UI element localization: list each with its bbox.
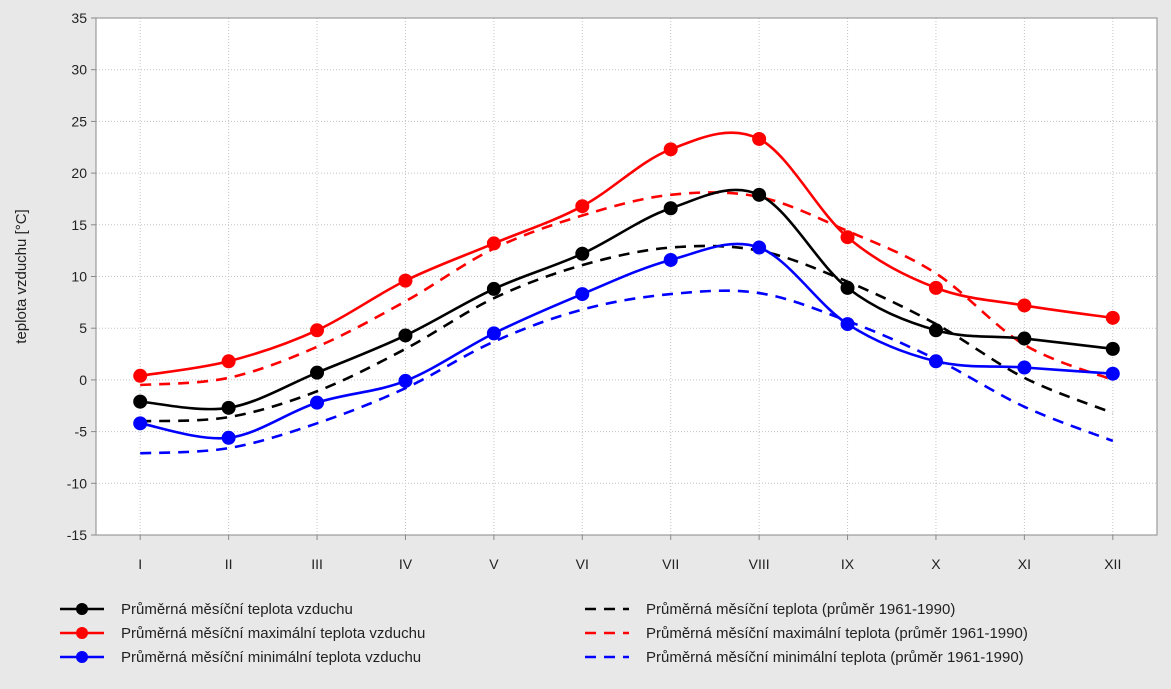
- legend-label: Průměrná měsíční teplota vzduchu: [121, 601, 353, 618]
- data-point: [398, 273, 413, 288]
- data-point: [1017, 360, 1032, 375]
- data-point: [928, 280, 943, 295]
- legend-item: Průměrná měsíční maximální teplota (prům…: [585, 625, 1028, 642]
- y-tick-label: 25: [71, 113, 87, 129]
- x-tick-label: IX: [841, 556, 855, 572]
- data-point: [928, 354, 943, 369]
- legend-label: Průměrná měsíční maximální teplota vzduc…: [121, 625, 425, 642]
- data-point: [221, 400, 236, 415]
- legend-marker: [76, 603, 88, 615]
- data-point: [575, 246, 590, 261]
- data-point: [133, 394, 148, 409]
- y-tick-label: -15: [67, 527, 87, 543]
- legend-item: Průměrná měsíční minimální teplota vzduc…: [60, 649, 421, 666]
- data-point: [133, 368, 148, 383]
- data-point: [1017, 298, 1032, 313]
- y-axis: -15 -10 -5 0 5 10 15 20 25 30 35: [67, 10, 96, 543]
- data-point: [575, 199, 590, 214]
- data-point: [752, 131, 767, 146]
- data-point: [752, 187, 767, 202]
- data-point: [840, 280, 855, 295]
- legend-item: Průměrná měsíční maximální teplota vzduc…: [60, 625, 425, 642]
- data-point: [663, 142, 678, 157]
- series-6: [140, 289, 1114, 455]
- y-tick-label: 5: [79, 320, 87, 336]
- y-axis-label: teplota vzduchu [°C]: [13, 209, 30, 343]
- series-2: [133, 131, 1120, 383]
- x-tick-label: XI: [1018, 556, 1031, 572]
- data-point: [1017, 331, 1032, 346]
- y-tick-label: -5: [75, 424, 88, 440]
- legend-item: Průměrná měsíční teplota (průměr 1961-19…: [585, 601, 955, 618]
- legend-label: Průměrná měsíční minimální teplota (prům…: [646, 649, 1024, 666]
- x-tick-label: IV: [399, 556, 413, 572]
- data-point: [663, 201, 678, 216]
- series-line: [140, 244, 1114, 423]
- data-point: [1105, 310, 1120, 325]
- legend-marker: [76, 651, 88, 663]
- data-point: [398, 373, 413, 388]
- y-tick-label: 30: [71, 62, 87, 78]
- y-tick-label: 35: [71, 10, 87, 26]
- x-tick-label: II: [225, 556, 233, 572]
- data-point: [575, 287, 590, 302]
- x-tick-label: V: [489, 556, 499, 572]
- x-tick-label: VI: [576, 556, 589, 572]
- series-3: [133, 240, 1120, 445]
- series-1: [133, 187, 1120, 415]
- legend-label: Průměrná měsíční maximální teplota (prům…: [646, 625, 1028, 642]
- series-4: [140, 244, 1114, 423]
- series-5: [140, 191, 1114, 387]
- legend: Průměrná měsíční teplota vzduchu Průměrná…: [60, 601, 1028, 666]
- data-point: [663, 252, 678, 267]
- legend-item: Průměrná měsíční minimální teplota (prům…: [585, 649, 1024, 666]
- data-point: [310, 395, 325, 410]
- x-tick-label: III: [311, 556, 323, 572]
- data-point: [840, 317, 855, 332]
- legend-label: Průměrná měsíční teplota (průměr 1961-19…: [646, 601, 955, 618]
- y-tick-label: 0: [79, 372, 87, 388]
- data-point: [310, 323, 325, 338]
- x-tick-label: VIII: [749, 556, 770, 572]
- data-point: [1105, 341, 1120, 356]
- data-point: [928, 323, 943, 338]
- series-line: [140, 191, 1114, 387]
- x-tick-label: X: [931, 556, 941, 572]
- data-point: [486, 326, 501, 341]
- legend-item: Průměrná měsíční teplota vzduchu: [60, 601, 353, 618]
- data-point: [486, 281, 501, 296]
- data-point: [221, 430, 236, 445]
- data-point: [840, 230, 855, 245]
- data-point: [221, 354, 236, 369]
- legend-label: Průměrná měsíční minimální teplota vzduc…: [121, 649, 421, 666]
- y-tick-label: 10: [71, 269, 87, 285]
- data-point: [1105, 366, 1120, 381]
- data-point: [752, 240, 767, 255]
- y-tick-label: 20: [71, 165, 87, 181]
- x-tick-label: XII: [1104, 556, 1121, 572]
- data-point: [310, 365, 325, 380]
- legend-marker: [76, 627, 88, 639]
- x-tick-label: I: [138, 556, 142, 572]
- y-tick-label: 15: [71, 217, 87, 233]
- data-point: [133, 416, 148, 431]
- x-tick-label: VII: [662, 556, 679, 572]
- y-tick-label: -10: [67, 475, 87, 491]
- series-line: [140, 289, 1114, 455]
- x-axis: I II III IV V VI VII VIII IX X XI XII: [138, 535, 1121, 572]
- data-point: [486, 236, 501, 251]
- data-point: [398, 328, 413, 343]
